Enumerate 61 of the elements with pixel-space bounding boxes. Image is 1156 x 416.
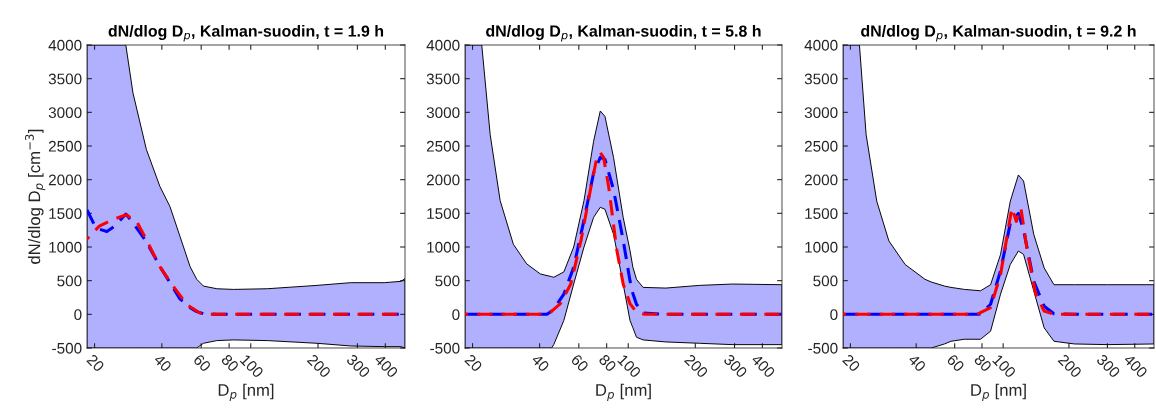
y-axis-title: dN/dlog D$_{p}$ [cm$^{−3}$] xyxy=(25,129,46,264)
x-tick-label: 200 xyxy=(1057,353,1083,379)
y-tick-label: 1000 xyxy=(49,241,82,253)
x-tick-label: 20 xyxy=(464,353,483,373)
x-tick-label: 300 xyxy=(1095,353,1121,379)
y-tick-label: 3000 xyxy=(804,107,838,119)
y-tick-label: -500 xyxy=(52,342,82,354)
x-tick-label: 400 xyxy=(373,353,399,379)
y-tick-label: 2500 xyxy=(426,140,460,152)
chart-title: dN/dlog D$_{p}$, Kalman-suodin, t = 9.2 h xyxy=(861,25,1136,42)
y-tick-label: 2500 xyxy=(48,140,82,152)
y-tick-label: 1000 xyxy=(805,241,838,253)
x-tick-label: 40 xyxy=(907,353,927,373)
x-tick-label: 40 xyxy=(153,353,173,373)
y-tick-label: 0 xyxy=(830,309,838,321)
x-tick-label: 60 xyxy=(946,353,966,373)
chart-title: dN/dlog D$_{p}$, Kalman-suodin, t = 1.9 h xyxy=(108,25,384,42)
y-tick-label: 3500 xyxy=(804,73,838,85)
x-tick-label: 20 xyxy=(842,353,861,373)
x-axis-title: D$_{p}$ [nm] xyxy=(218,383,274,401)
y-tick-label: 3500 xyxy=(48,73,82,85)
y-tick-label: 1500 xyxy=(427,208,460,220)
x-tick-label: 60 xyxy=(192,353,212,373)
x-tick-label: 80 xyxy=(973,353,993,373)
x-axis-title: D$_{p}$ [nm] xyxy=(596,383,651,401)
y-tick-label: 4000 xyxy=(426,39,460,51)
x-tick-label: 400 xyxy=(1123,353,1149,379)
y-tick-label: 0 xyxy=(74,309,82,321)
y-tick-label: 1500 xyxy=(49,208,82,220)
y-tick-label: 500 xyxy=(57,275,82,287)
y-tick-label: 3000 xyxy=(48,107,82,119)
y-tick-label: 3500 xyxy=(426,73,460,85)
y-tick-label: 3000 xyxy=(426,107,460,119)
y-tick-label: 2500 xyxy=(804,140,838,152)
y-tick-label: -500 xyxy=(430,342,460,354)
x-tick-label: 100 xyxy=(992,353,1017,379)
x-tick-label: 200 xyxy=(683,353,709,379)
x-axis-title: D$_{p}$ [nm] xyxy=(971,383,1026,401)
y-tick-label: 500 xyxy=(435,275,460,287)
y-tick-label: 4000 xyxy=(804,39,838,51)
y-tick-label: 4000 xyxy=(48,39,82,51)
x-tick-label: 200 xyxy=(306,353,332,379)
x-tick-label: 80 xyxy=(598,353,617,373)
chart-title: dN/dlog D$_{p}$, Kalman-suodin, t = 5.8 h xyxy=(486,25,761,42)
x-tick-label: 40 xyxy=(530,353,550,373)
y-tick-label: 2000 xyxy=(804,174,838,186)
x-tick-label: 80 xyxy=(220,353,240,373)
y-tick-label: -500 xyxy=(808,342,838,354)
x-tick-label: 300 xyxy=(345,353,371,379)
x-tick-label: 20 xyxy=(86,353,105,373)
y-tick-label: 2000 xyxy=(48,174,82,186)
x-tick-label: 300 xyxy=(723,353,748,379)
y-tick-label: 0 xyxy=(452,309,460,321)
y-tick-label: 1000 xyxy=(427,241,460,253)
x-tick-label: 100 xyxy=(239,353,265,379)
y-tick-label: 500 xyxy=(813,275,838,287)
y-tick-label: 1500 xyxy=(805,208,838,220)
x-tick-label: 60 xyxy=(570,353,590,373)
x-tick-label: 400 xyxy=(750,353,776,379)
y-tick-label: 2000 xyxy=(426,174,460,186)
x-tick-label: 100 xyxy=(617,353,642,379)
